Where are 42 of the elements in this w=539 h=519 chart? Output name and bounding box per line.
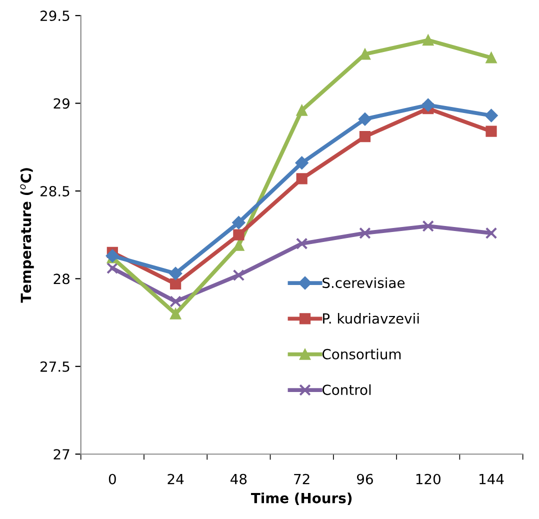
point [358,112,372,126]
x-tick-label: 72 [294,474,310,484]
point [232,216,246,230]
legend-label: Consortium [322,348,401,360]
legend-label: S.cerevisiae [322,277,405,288]
point [359,227,371,239]
point [170,278,182,290]
point [106,262,118,274]
legend-label: P. kudriavzevii [323,313,419,324]
y-tick-label: 29 [54,98,70,109]
y-tick-label: 29.5 [40,10,70,22]
x-tick-label: 48 [230,474,247,484]
point [168,266,182,280]
point [486,126,497,137]
y-tick-label: 27 [54,449,70,460]
point [296,173,308,184]
x-tick-label: 120 [416,474,440,484]
point [232,269,245,282]
y-tick-label: 28.5 [40,186,70,196]
point [486,52,497,64]
y-tick-label: 28 [54,274,70,284]
point [422,220,434,232]
point [485,227,498,239]
point [296,104,308,116]
x-tick-label: 96 [357,474,373,484]
point [359,131,371,142]
y-axis-title: Temperature ($^{o}$C) [20,168,34,303]
point [295,156,308,170]
point [484,108,498,122]
x-axis-title: Time (Hours) [250,492,352,505]
y-tick-label: 27.5 [40,361,70,372]
point [170,296,182,308]
x-tick-label: 24 [168,474,184,484]
legend-label: Control [322,384,371,396]
point [170,308,182,320]
x-tick-label: 144 [480,474,504,484]
point [233,240,244,251]
point [422,34,434,46]
point [296,238,308,250]
point [422,98,435,112]
point [233,229,244,240]
x-tick-label: 0 [108,474,116,484]
